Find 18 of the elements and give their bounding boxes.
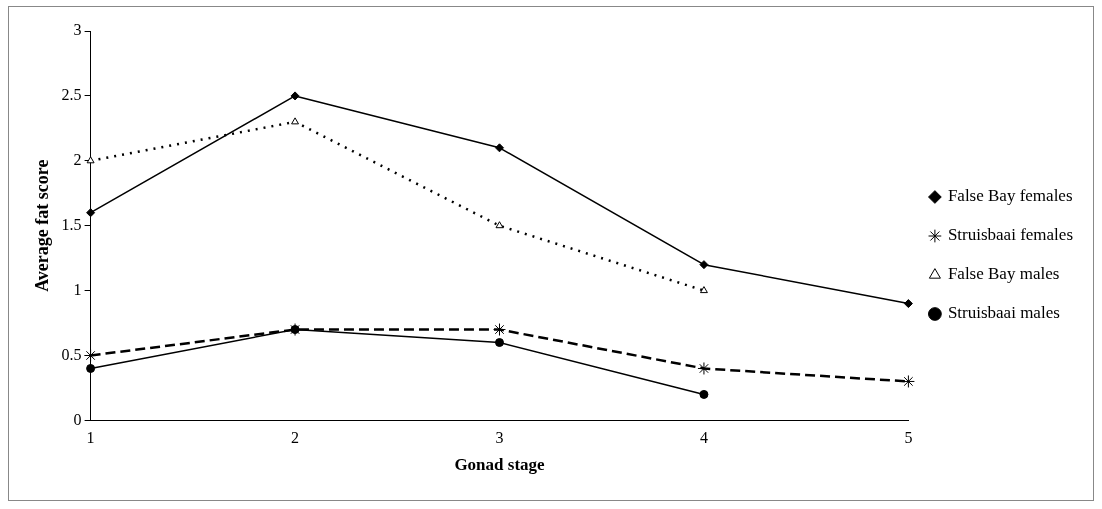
legend-label: False Bay males [947,264,1060,284]
y-tick-label: 2.5 [61,86,82,104]
x-tick-label: 3 [495,429,504,447]
x-axis-title: Gonad stage [454,455,546,475]
y-tick-label: 0 [73,410,82,428]
y-tick-label: 1 [73,280,82,298]
x-tick-label: 1 [86,429,95,447]
legend-label: False Bay females [947,186,1073,206]
x-tick-label: 4 [699,429,708,447]
legend-label: Struisbaai males [947,303,1060,323]
y-tick-label: 0.5 [61,345,82,363]
y-tick-label: 1.5 [61,215,82,233]
y-axis-title: Average fat score [32,159,53,292]
y-tick-label: 2 [73,151,82,168]
x-tick-label: 2 [291,429,300,447]
legend-label: Struisbaai females [947,225,1074,245]
y-tick-label: 3 [73,21,82,39]
x-tick-label: 5 [904,429,913,447]
